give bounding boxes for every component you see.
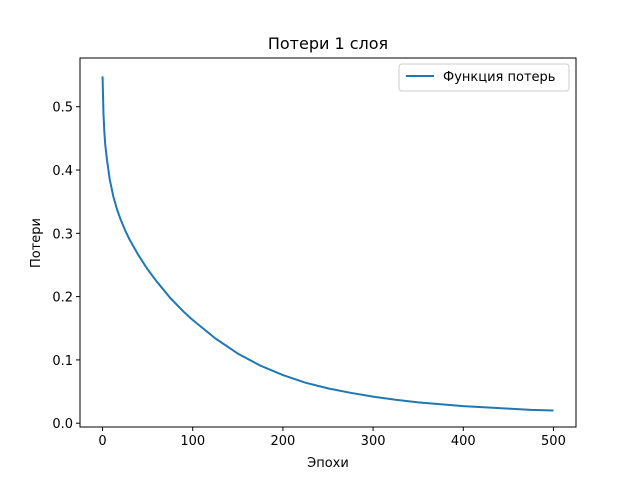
x-tick-label: 400: [451, 434, 476, 449]
x-tick-label: 0: [98, 434, 106, 449]
y-tick-label: 0.4: [52, 164, 73, 179]
legend: Функция потерь: [398, 63, 570, 92]
y-tick-label: 0.1: [52, 354, 73, 369]
y-tick-label: 0.0: [52, 417, 73, 432]
y-tick-label: 0.3: [52, 227, 73, 242]
plot-frame: [79, 57, 577, 428]
series-line-0: [101, 76, 554, 412]
x-tick-label: 500: [541, 434, 566, 449]
x-tick-label: 200: [270, 434, 295, 449]
legend-entry-label: Функция потерь: [443, 70, 555, 85]
chart-title: Потери 1 слоя: [268, 34, 388, 53]
y-tick-label: 0.5: [52, 101, 73, 116]
y-axis-label: Потери: [29, 218, 44, 268]
legend-box: [398, 63, 570, 92]
x-tick-label: 300: [361, 434, 386, 449]
x-axis-label: Эпохи: [307, 456, 349, 471]
x-tick-label: 100: [180, 434, 205, 449]
y-tick-label: 0.2: [52, 291, 73, 306]
